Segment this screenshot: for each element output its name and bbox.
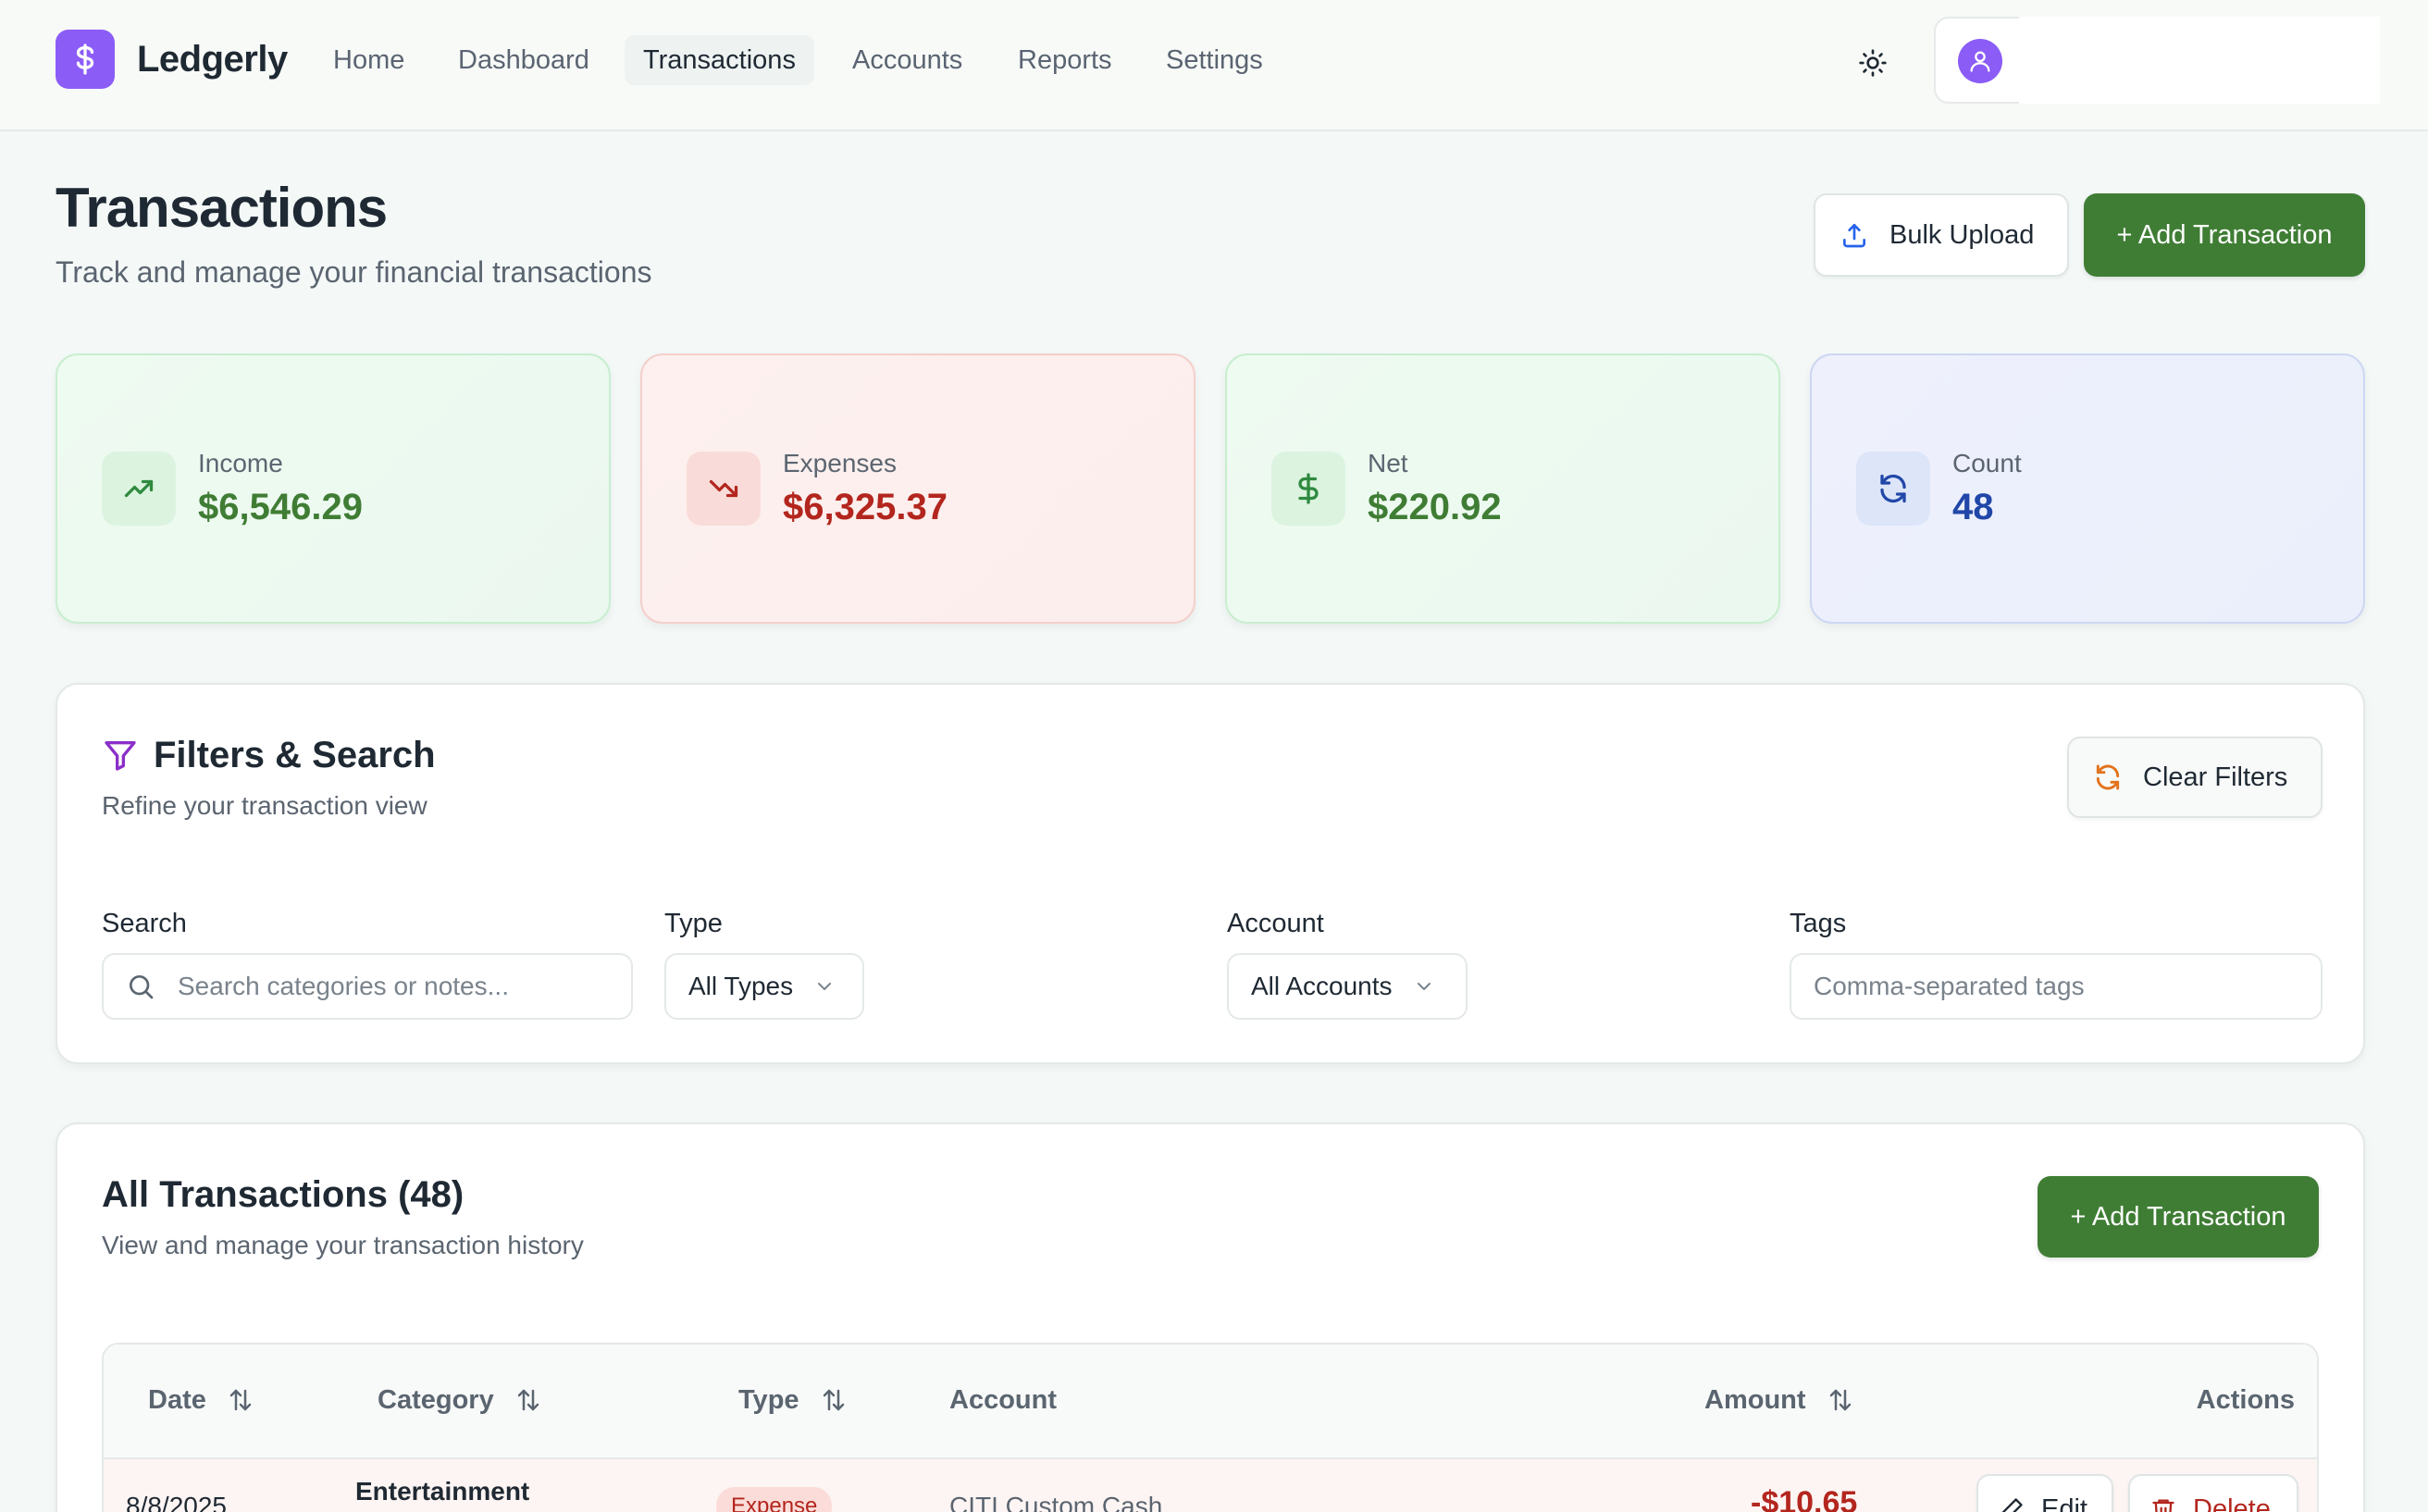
tags-input[interactable]: Comma-separated tags bbox=[1790, 953, 2323, 1020]
nav-item-home[interactable]: Home bbox=[333, 45, 405, 75]
expenses-label: Expenses bbox=[783, 449, 897, 477]
search-input[interactable]: Search categories or notes... bbox=[102, 953, 633, 1020]
tags-placeholder: Comma-separated tags bbox=[1814, 972, 2085, 1000]
account-select[interactable]: All Accounts bbox=[1227, 953, 1468, 1020]
dollar-icon bbox=[1271, 452, 1345, 526]
net-card: Net $220.92 bbox=[1225, 353, 1780, 624]
upload-icon bbox=[1840, 220, 1869, 250]
bulk-upload-label: Bulk Upload bbox=[1889, 219, 2035, 250]
transactions-title: All Transactions (48) bbox=[102, 1174, 465, 1215]
transactions-subtitle: View and manage your transaction history bbox=[102, 1231, 584, 1259]
refresh-icon bbox=[1856, 452, 1930, 526]
net-value: $220.92 bbox=[1368, 487, 1502, 527]
account-select-value: All Accounts bbox=[1251, 972, 1393, 1000]
account-label: Account bbox=[1227, 909, 1324, 938]
chevron-down-icon bbox=[1413, 975, 1435, 998]
transactions-table: Date Category Type bbox=[102, 1343, 2319, 1512]
row-amount: -$10.65 bbox=[1751, 1485, 1858, 1512]
nav-item-dashboard[interactable]: Dashboard bbox=[458, 45, 589, 75]
row-type-badge: Expense bbox=[716, 1487, 833, 1512]
income-card: Income $6,546.29 bbox=[56, 353, 611, 624]
delete-button[interactable]: Delete bbox=[2128, 1474, 2298, 1512]
net-label: Net bbox=[1368, 449, 1408, 477]
expenses-value: $6,325.37 bbox=[783, 487, 948, 527]
row-date: 8/8/2025 bbox=[126, 1492, 227, 1512]
top-nav: Ledgerly Home Dashboard Transactions Acc… bbox=[0, 0, 2428, 131]
filter-icon bbox=[102, 737, 139, 774]
nav-item-settings[interactable]: Settings bbox=[1166, 45, 1263, 75]
nav-item-accounts[interactable]: Accounts bbox=[852, 45, 963, 75]
column-actions-label: Actions bbox=[2196, 1385, 2295, 1415]
pencil-icon bbox=[1999, 1496, 2025, 1512]
search-icon bbox=[126, 972, 155, 1001]
dollar-logo-icon[interactable] bbox=[56, 30, 115, 89]
count-card: Count 48 bbox=[1810, 353, 2365, 624]
column-account-label: Account bbox=[949, 1385, 1057, 1415]
column-date[interactable]: Date bbox=[148, 1383, 254, 1417]
trending-down-icon bbox=[687, 452, 761, 526]
clear-filters-button[interactable]: Clear Filters bbox=[2067, 737, 2323, 818]
brand-name[interactable]: Ledgerly bbox=[137, 39, 288, 80]
sun-icon[interactable] bbox=[1847, 37, 1899, 89]
chevron-down-icon bbox=[813, 975, 836, 998]
type-select-value: All Types bbox=[688, 972, 794, 1000]
search-label: Search bbox=[102, 909, 187, 938]
tags-label: Tags bbox=[1790, 909, 1847, 938]
filters-panel: Filters & Search Refine your transaction… bbox=[56, 683, 2365, 1064]
expenses-card: Expenses $6,325.37 bbox=[640, 353, 1195, 624]
user-name-area bbox=[2019, 17, 2380, 104]
reset-icon bbox=[2093, 762, 2123, 792]
trash-icon bbox=[2150, 1496, 2176, 1512]
income-label: Income bbox=[198, 449, 283, 477]
transactions-panel: All Transactions (48) View and manage yo… bbox=[56, 1122, 2365, 1512]
delete-label: Delete bbox=[2193, 1493, 2271, 1512]
column-actions: Actions bbox=[2197, 1383, 2295, 1417]
sort-icon bbox=[820, 1386, 848, 1414]
add-transaction-button-secondary[interactable]: + Add Transaction bbox=[2038, 1176, 2319, 1258]
nav-item-reports[interactable]: Reports bbox=[1018, 45, 1112, 75]
sort-icon bbox=[1827, 1386, 1854, 1414]
count-value: 48 bbox=[1952, 487, 1994, 527]
row-account: CITI Custom Cash bbox=[949, 1492, 1163, 1512]
column-type[interactable]: Type bbox=[738, 1383, 848, 1417]
nav-item-transactions[interactable]: Transactions bbox=[625, 35, 814, 85]
user-menu[interactable] bbox=[1934, 17, 2380, 104]
bulk-upload-button[interactable]: Bulk Upload bbox=[1814, 193, 2069, 277]
column-date-label: Date bbox=[148, 1385, 206, 1415]
column-amount[interactable]: Amount bbox=[1704, 1383, 1854, 1417]
count-label: Count bbox=[1952, 449, 2022, 477]
income-value: $6,546.29 bbox=[198, 487, 363, 527]
row-category: Entertainment bbox=[355, 1477, 530, 1506]
edit-button[interactable]: Edit bbox=[1976, 1474, 2113, 1512]
edit-label: Edit bbox=[2041, 1493, 2087, 1512]
filters-title: Filters & Search bbox=[154, 735, 436, 775]
table-header: Date Category Type bbox=[104, 1345, 2317, 1459]
sort-icon bbox=[514, 1386, 542, 1414]
user-avatar-icon[interactable] bbox=[1958, 39, 2002, 83]
search-placeholder: Search categories or notes... bbox=[178, 972, 509, 1000]
clear-filters-label: Clear Filters bbox=[2143, 762, 2288, 792]
column-type-label: Type bbox=[738, 1385, 799, 1415]
sort-icon bbox=[227, 1386, 254, 1414]
column-category-label: Category bbox=[378, 1385, 494, 1415]
page-subtitle: Track and manage your financial transact… bbox=[56, 255, 652, 289]
column-amount-label: Amount bbox=[1704, 1385, 1806, 1415]
table-row[interactable]: 8/8/2025 Entertainment Expense CITI Cust… bbox=[104, 1459, 2317, 1512]
column-account: Account bbox=[949, 1383, 1057, 1417]
type-label: Type bbox=[664, 909, 723, 938]
trending-up-icon bbox=[102, 452, 176, 526]
add-transaction-button[interactable]: + Add Transaction bbox=[2084, 193, 2365, 277]
column-category[interactable]: Category bbox=[378, 1383, 542, 1417]
filters-subtitle: Refine your transaction view bbox=[102, 791, 427, 820]
page-title: Transactions bbox=[56, 177, 388, 239]
type-select[interactable]: All Types bbox=[664, 953, 864, 1020]
